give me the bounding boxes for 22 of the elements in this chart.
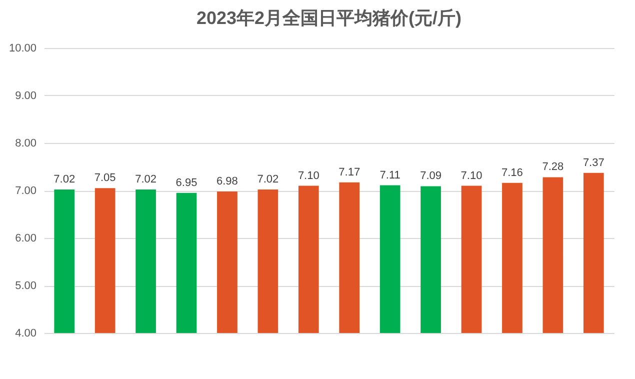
y-tick-label: 5.00: [15, 280, 36, 292]
data-label: 7.02: [257, 174, 279, 186]
data-label: 7.05: [94, 172, 116, 184]
data-label: 7.37: [582, 156, 604, 169]
data-label: 7.09: [420, 170, 442, 182]
y-tick-label: 8.00: [15, 138, 36, 150]
data-label: 6.95: [176, 176, 198, 189]
y-tick-label: 7.00: [15, 185, 36, 197]
chart-title: 2023年2月全国日平均猪价(元/斤): [196, 8, 462, 28]
data-label: 7.11: [380, 169, 400, 182]
y-tick-label: 4.00: [15, 328, 36, 340]
data-label: 7.02: [54, 174, 76, 186]
y-tick-label: 10.00: [8, 42, 36, 54]
data-label: 7.10: [298, 170, 320, 182]
data-label: 6.98: [216, 175, 238, 188]
data-label: 7.16: [502, 166, 523, 179]
data-label: 7.17: [338, 166, 360, 178]
data-label: 7.28: [542, 161, 564, 174]
data-label: 7.02: [135, 174, 156, 186]
y-tick-label: 9.00: [15, 90, 36, 102]
y-tick-label: 6.00: [15, 232, 36, 244]
data-label: 7.10: [460, 170, 482, 182]
